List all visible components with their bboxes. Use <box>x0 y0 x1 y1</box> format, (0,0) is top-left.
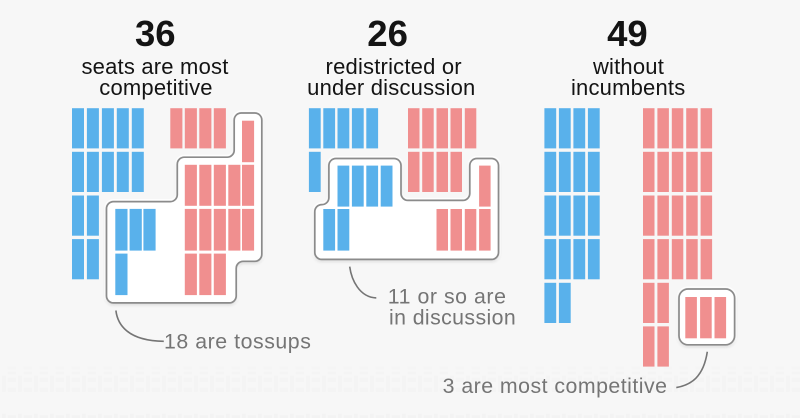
svg-text:18 are tossups: 18 are tossups <box>164 329 311 353</box>
svg-text:incumbents: incumbents <box>571 75 686 100</box>
svg-text:11 or so are: 11 or so are <box>388 285 507 309</box>
svg-text:seats are most: seats are most <box>81 54 228 79</box>
svg-text:under discussion: under discussion <box>307 75 475 100</box>
svg-text:26: 26 <box>367 13 408 54</box>
svg-text:redistricted or: redistricted or <box>326 54 462 79</box>
svg-text:36: 36 <box>135 13 176 54</box>
svg-text:3 are most competitive: 3 are most competitive <box>443 374 668 398</box>
svg-text:in discussion: in discussion <box>389 306 516 330</box>
svg-text:competitive: competitive <box>99 75 212 100</box>
svg-text:without: without <box>592 54 664 79</box>
svg-text:49: 49 <box>607 13 648 54</box>
